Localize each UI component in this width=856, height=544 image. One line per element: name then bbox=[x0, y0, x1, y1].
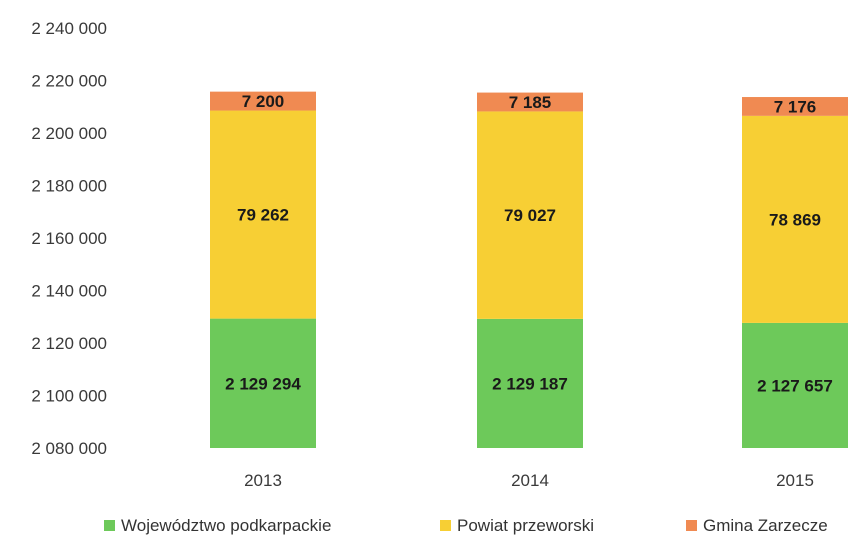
bar-wojewodztwo-podkarpackie-2015 bbox=[742, 322, 848, 448]
data-label: 78 869 bbox=[769, 210, 821, 229]
x-axis: 2013 2014 2015 bbox=[244, 471, 814, 490]
data-label: 2 129 187 bbox=[492, 374, 568, 393]
x-tick-label: 2015 bbox=[776, 471, 814, 490]
legend: Województwo podkarpackie Powiat przeworsk… bbox=[104, 516, 828, 535]
y-tick-label: 2 080 000 bbox=[31, 439, 107, 458]
bar-gmina-zarzecze-2014 bbox=[477, 92, 583, 112]
x-tick-label: 2013 bbox=[244, 471, 282, 490]
legend-label: Województwo podkarpackie bbox=[121, 516, 331, 535]
legend-label: Powiat przeworski bbox=[457, 516, 594, 535]
y-tick-label: 2 100 000 bbox=[31, 387, 107, 406]
data-label: 79 262 bbox=[237, 206, 289, 225]
y-tick-label: 2 160 000 bbox=[31, 229, 107, 248]
y-tick-label: 2 200 000 bbox=[31, 124, 107, 143]
bar-powiat-przeworski-2014 bbox=[477, 111, 583, 319]
legend-swatch bbox=[440, 520, 451, 531]
bar-gmina-zarzecze-2015 bbox=[742, 97, 848, 116]
x-tick-label: 2014 bbox=[511, 471, 549, 490]
legend-label: Gmina Zarzecze bbox=[703, 516, 828, 535]
legend-swatch bbox=[686, 520, 697, 531]
data-label: 2 129 294 bbox=[225, 374, 301, 393]
bar-powiat-przeworski-2015 bbox=[742, 115, 848, 323]
data-label: 7 200 bbox=[242, 92, 285, 111]
data-label: 79 027 bbox=[504, 206, 556, 225]
legend-swatch bbox=[104, 520, 115, 531]
bar-powiat-przeworski-2013 bbox=[210, 110, 316, 319]
bar-stacks: 2 129 294 79 262 7 200 2 129 187 79 027 7 185… bbox=[210, 91, 848, 448]
data-label: 7 176 bbox=[774, 97, 817, 116]
bar-wojewodztwo-podkarpackie-2014 bbox=[477, 318, 583, 448]
data-label: 7 185 bbox=[509, 93, 552, 112]
bar-gmina-zarzecze-2013 bbox=[210, 91, 316, 111]
y-tick-label: 2 240 000 bbox=[31, 19, 107, 38]
y-tick-label: 2 180 000 bbox=[31, 177, 107, 196]
data-label: 2 127 657 bbox=[757, 376, 833, 395]
y-tick-label: 2 120 000 bbox=[31, 334, 107, 353]
y-axis: 2 080 000 2 100 000 2 120 000 2 140 000 2 16… bbox=[31, 19, 107, 458]
bar-wojewodztwo-podkarpackie-2013 bbox=[210, 318, 316, 448]
y-tick-label: 2 220 000 bbox=[31, 72, 107, 91]
y-tick-label: 2 140 000 bbox=[31, 282, 107, 301]
